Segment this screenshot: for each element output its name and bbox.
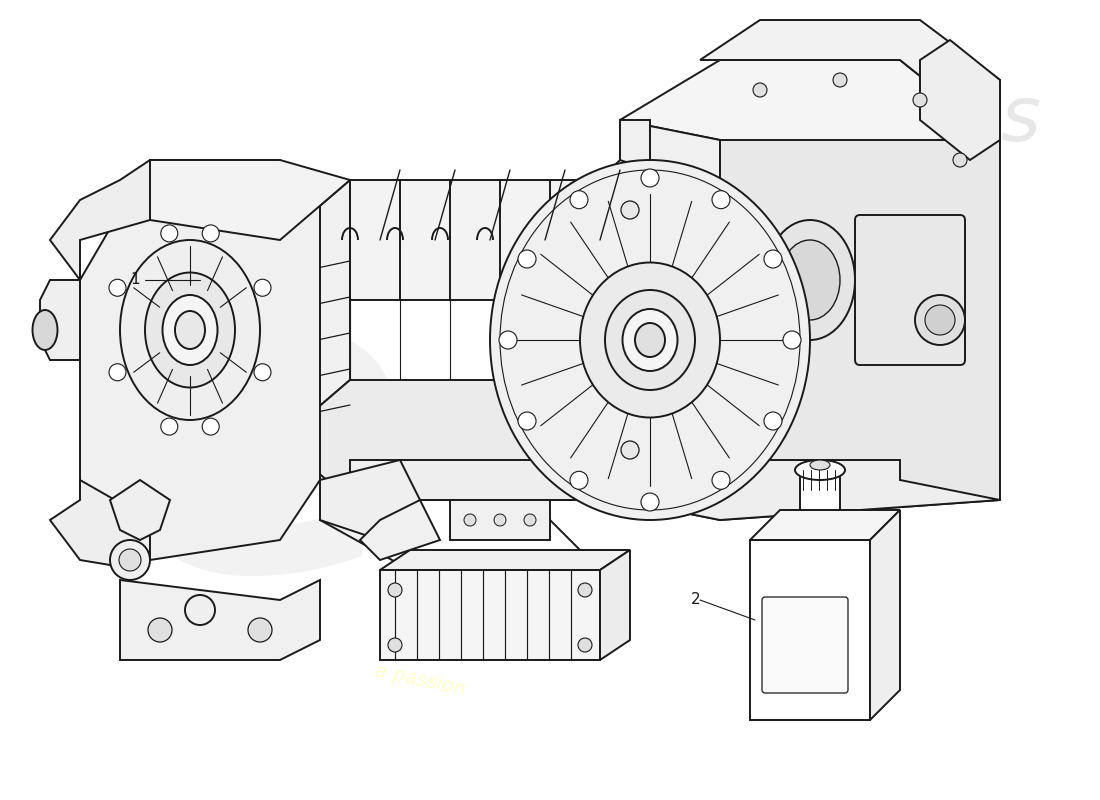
Polygon shape xyxy=(620,460,1000,520)
Polygon shape xyxy=(920,40,1000,160)
Circle shape xyxy=(641,169,659,187)
Circle shape xyxy=(764,250,782,268)
Ellipse shape xyxy=(175,311,205,349)
Circle shape xyxy=(388,583,401,597)
Circle shape xyxy=(109,364,126,381)
Circle shape xyxy=(621,201,639,219)
Circle shape xyxy=(833,73,847,87)
Circle shape xyxy=(202,225,219,242)
Polygon shape xyxy=(620,60,1000,200)
Circle shape xyxy=(578,583,592,597)
Circle shape xyxy=(110,540,150,580)
Polygon shape xyxy=(450,500,550,540)
Text: 2: 2 xyxy=(691,593,700,607)
Ellipse shape xyxy=(163,295,218,365)
Polygon shape xyxy=(379,550,630,570)
Text: s: s xyxy=(1000,83,1040,157)
Polygon shape xyxy=(600,550,630,660)
Polygon shape xyxy=(120,580,320,660)
Polygon shape xyxy=(720,140,1000,520)
Circle shape xyxy=(621,351,639,369)
Polygon shape xyxy=(50,160,150,280)
Ellipse shape xyxy=(635,323,666,357)
Circle shape xyxy=(254,364,271,381)
Text: 1: 1 xyxy=(131,273,140,287)
Ellipse shape xyxy=(780,240,840,320)
Circle shape xyxy=(660,250,680,270)
Polygon shape xyxy=(600,160,680,220)
Circle shape xyxy=(578,638,592,652)
Polygon shape xyxy=(350,460,620,500)
Ellipse shape xyxy=(795,460,845,480)
Ellipse shape xyxy=(580,262,720,418)
Polygon shape xyxy=(379,570,600,660)
Polygon shape xyxy=(700,20,1000,140)
Polygon shape xyxy=(150,160,350,240)
Circle shape xyxy=(464,514,476,526)
Circle shape xyxy=(161,418,178,435)
Circle shape xyxy=(161,225,178,242)
Circle shape xyxy=(499,331,517,349)
Polygon shape xyxy=(620,120,721,520)
Circle shape xyxy=(953,153,967,167)
Ellipse shape xyxy=(33,310,57,350)
Circle shape xyxy=(148,618,172,642)
Circle shape xyxy=(712,471,730,490)
Polygon shape xyxy=(620,120,650,180)
Circle shape xyxy=(518,250,536,268)
Polygon shape xyxy=(360,500,440,560)
Circle shape xyxy=(524,514,536,526)
Polygon shape xyxy=(750,540,870,720)
Polygon shape xyxy=(620,390,650,450)
Circle shape xyxy=(109,279,126,296)
Ellipse shape xyxy=(145,273,235,387)
Circle shape xyxy=(764,412,782,430)
Circle shape xyxy=(518,412,536,430)
Circle shape xyxy=(925,305,955,335)
Circle shape xyxy=(570,471,589,490)
Ellipse shape xyxy=(810,460,830,470)
Circle shape xyxy=(641,493,659,511)
Circle shape xyxy=(754,83,767,97)
Circle shape xyxy=(783,331,801,349)
Ellipse shape xyxy=(764,220,855,340)
Circle shape xyxy=(119,549,141,571)
Polygon shape xyxy=(280,180,350,440)
Text: 85: 85 xyxy=(862,365,898,395)
Polygon shape xyxy=(110,480,170,540)
Polygon shape xyxy=(750,510,900,540)
Circle shape xyxy=(660,430,680,450)
Circle shape xyxy=(185,595,214,625)
Circle shape xyxy=(494,514,506,526)
Ellipse shape xyxy=(490,160,810,520)
Text: a passion: a passion xyxy=(373,661,468,699)
Polygon shape xyxy=(800,470,840,510)
Ellipse shape xyxy=(120,240,260,420)
Circle shape xyxy=(621,441,639,459)
FancyBboxPatch shape xyxy=(762,597,848,693)
Polygon shape xyxy=(280,180,680,300)
FancyBboxPatch shape xyxy=(855,215,965,365)
Circle shape xyxy=(660,350,680,370)
Circle shape xyxy=(913,93,927,107)
Polygon shape xyxy=(40,280,80,360)
Ellipse shape xyxy=(623,309,678,371)
Circle shape xyxy=(915,295,965,345)
Text: e: e xyxy=(120,242,412,660)
Ellipse shape xyxy=(605,290,695,390)
Circle shape xyxy=(712,190,730,209)
Polygon shape xyxy=(50,480,150,570)
Circle shape xyxy=(254,279,271,296)
Circle shape xyxy=(570,190,589,209)
Circle shape xyxy=(202,418,219,435)
Polygon shape xyxy=(80,160,320,560)
Polygon shape xyxy=(280,380,680,500)
Circle shape xyxy=(248,618,272,642)
Polygon shape xyxy=(320,460,420,540)
Circle shape xyxy=(660,170,680,190)
Circle shape xyxy=(388,638,401,652)
Polygon shape xyxy=(870,510,900,720)
